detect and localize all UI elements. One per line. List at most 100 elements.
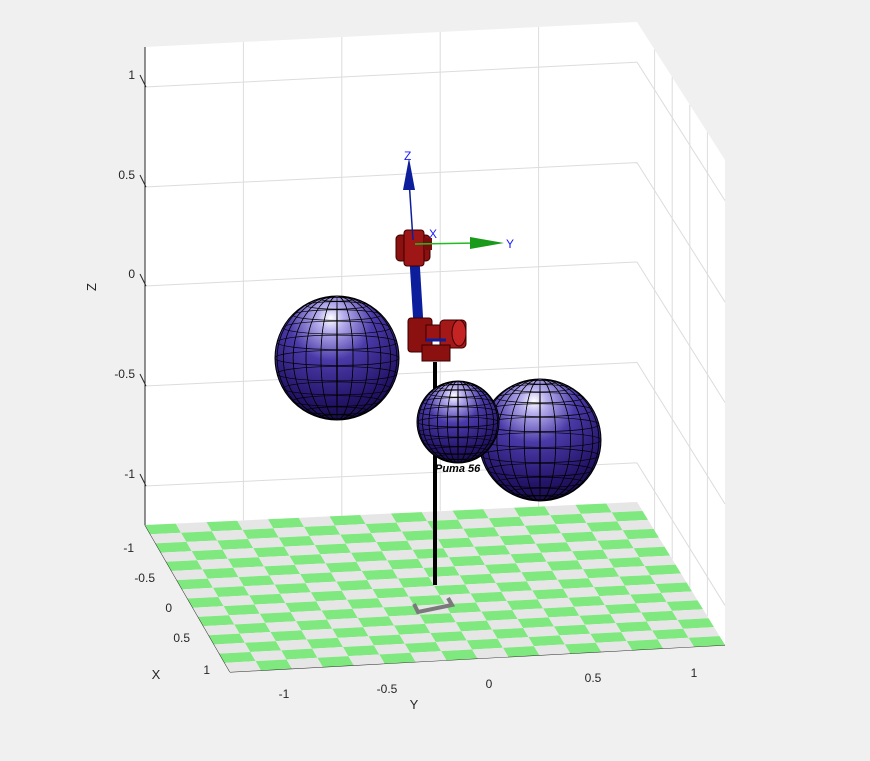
- floor-tile: [563, 587, 600, 598]
- floor-tile: [490, 572, 527, 583]
- sphere-mesh-line: [437, 381, 479, 463]
- z-tick-label: -0.5: [114, 367, 135, 381]
- floor-tile: [548, 615, 585, 627]
- floor-tile: [383, 605, 420, 617]
- floor-tile: [222, 548, 259, 559]
- floor-tile: [155, 541, 192, 553]
- floor-tile: [450, 611, 487, 623]
- frame-y-arrowhead: [470, 237, 504, 249]
- robot-arm: [395, 229, 467, 362]
- floor-tile: [217, 538, 254, 550]
- floor-tile: [655, 582, 692, 593]
- floor-tile: [316, 599, 353, 611]
- floor-tile: [284, 545, 321, 556]
- floor-tile: [377, 596, 415, 608]
- floor-tile: [597, 539, 634, 550]
- sphere-mesh-line: [457, 381, 459, 463]
- sphere-left: [274, 295, 400, 421]
- floor-tile: [472, 647, 509, 659]
- floor-tile: [468, 536, 506, 547]
- grid-line: [636, 61, 726, 201]
- floor-tile: [543, 606, 580, 618]
- floor-tile: [639, 555, 676, 567]
- floor-tile: [495, 581, 533, 592]
- sphere-right: [478, 378, 602, 502]
- floor-tile: [615, 621, 653, 633]
- floor-tile: [521, 570, 558, 582]
- floor-tile: [537, 597, 574, 609]
- floor-tile: [454, 564, 491, 576]
- sphere-mesh-line: [292, 309, 382, 321]
- floor-tile: [365, 522, 402, 534]
- floor-tile: [224, 661, 261, 672]
- sphere-mesh-line: [305, 406, 369, 415]
- floor-tile: [399, 632, 436, 644]
- floor-tile: [407, 539, 444, 550]
- floor-tile: [430, 631, 467, 643]
- floor-tile: [334, 524, 372, 535]
- sphere-mesh-line: [282, 320, 392, 335]
- floor-tile: [202, 567, 239, 579]
- floor-tile: [268, 517, 305, 529]
- sphere-mesh-line: [418, 381, 498, 463]
- floor-tile: [479, 554, 516, 565]
- floor-tile: [347, 598, 384, 609]
- floor-tile: [452, 509, 489, 520]
- x-tick-label: 0: [165, 601, 172, 615]
- floor-tile: [376, 540, 413, 552]
- floor-tile: [611, 510, 648, 522]
- grid-line: [144, 162, 638, 188]
- floor-tile: [310, 590, 348, 602]
- frame-z-label: Z: [404, 149, 411, 163]
- floor-tile: [573, 605, 611, 616]
- floor-tile: [145, 523, 182, 535]
- floor-tile: [552, 569, 589, 580]
- floor-tile: [443, 546, 480, 558]
- floor-tile: [635, 601, 673, 613]
- floor-tile: [367, 578, 404, 590]
- floor-tile: [486, 619, 524, 630]
- floor-tile: [306, 637, 344, 649]
- floor-tile: [588, 576, 625, 588]
- x-axis-label: X: [152, 667, 161, 682]
- floor-tile: [280, 592, 317, 603]
- floor-tile: [326, 618, 364, 629]
- floor-tile: [259, 612, 297, 623]
- floor-tile: [628, 537, 665, 549]
- floor-tile: [650, 573, 687, 585]
- floor-tile: [286, 657, 323, 669]
- floor-tile: [577, 558, 614, 570]
- y-axis-label: Y: [410, 697, 419, 712]
- floor-tile: [683, 627, 720, 638]
- floor-tile: [343, 645, 380, 657]
- floor-tile: [608, 557, 645, 568]
- floor-tile: [488, 516, 525, 528]
- floor-tile: [391, 512, 428, 523]
- floor-tile: [214, 642, 251, 654]
- floor-tile: [207, 577, 244, 588]
- sphere-mesh-line: [509, 487, 571, 496]
- floor-tile: [602, 548, 640, 559]
- floor-tile: [591, 530, 629, 541]
- floor-tile: [557, 578, 594, 589]
- floor-tile: [372, 587, 409, 599]
- floor-tile: [381, 549, 419, 561]
- x-axis-ticks: -1 -0.5 0 0.5 1: [123, 541, 210, 677]
- floor-tile: [435, 640, 473, 652]
- floor-tile: [325, 561, 362, 573]
- floor-tile: [624, 584, 662, 595]
- floor-tile: [296, 619, 333, 631]
- sphere-mesh-line: [509, 384, 571, 393]
- grid-line: [636, 362, 726, 505]
- z-axis-ticks: 1 0.5 0 -0.5 -1: [114, 68, 147, 487]
- floor-tile: [312, 647, 349, 658]
- floor-tile: [206, 520, 243, 532]
- floor-tile: [171, 569, 208, 581]
- floor-tile: [613, 566, 651, 577]
- floor-tile: [633, 546, 670, 558]
- sphere-mesh-line: [486, 463, 594, 477]
- floor-tile: [289, 554, 326, 565]
- floor-tile: [483, 507, 520, 519]
- sphere-mesh-line: [336, 296, 338, 420]
